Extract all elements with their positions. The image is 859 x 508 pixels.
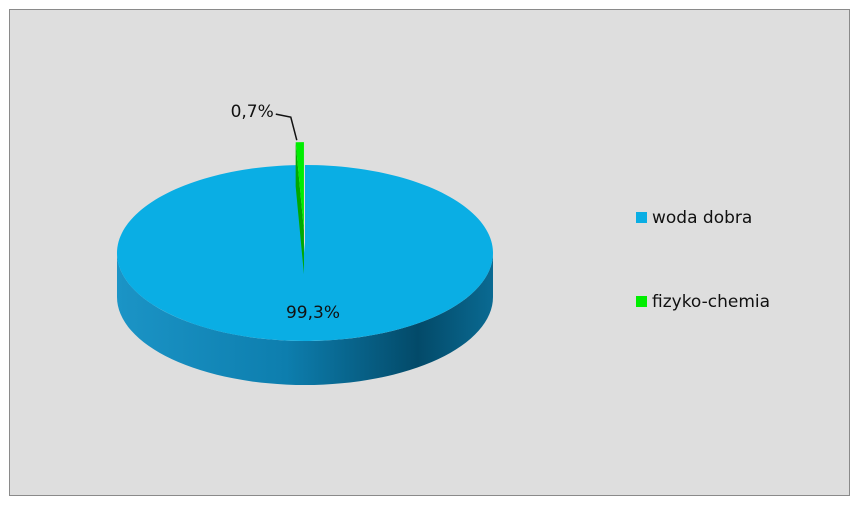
legend-label: woda dobra bbox=[652, 208, 752, 228]
legend-label: fizyko-chemia bbox=[652, 292, 770, 312]
data-label: 99,3% bbox=[286, 303, 340, 323]
leader-line bbox=[275, 113, 298, 141]
legend-swatch bbox=[636, 212, 647, 223]
pie-slice bbox=[295, 142, 304, 231]
pie-slice bbox=[116, 165, 493, 341]
legend-swatch bbox=[636, 296, 647, 307]
pie-side bbox=[117, 253, 493, 385]
pie-cut-face bbox=[295, 142, 304, 275]
data-label: 0,7% bbox=[231, 102, 274, 122]
